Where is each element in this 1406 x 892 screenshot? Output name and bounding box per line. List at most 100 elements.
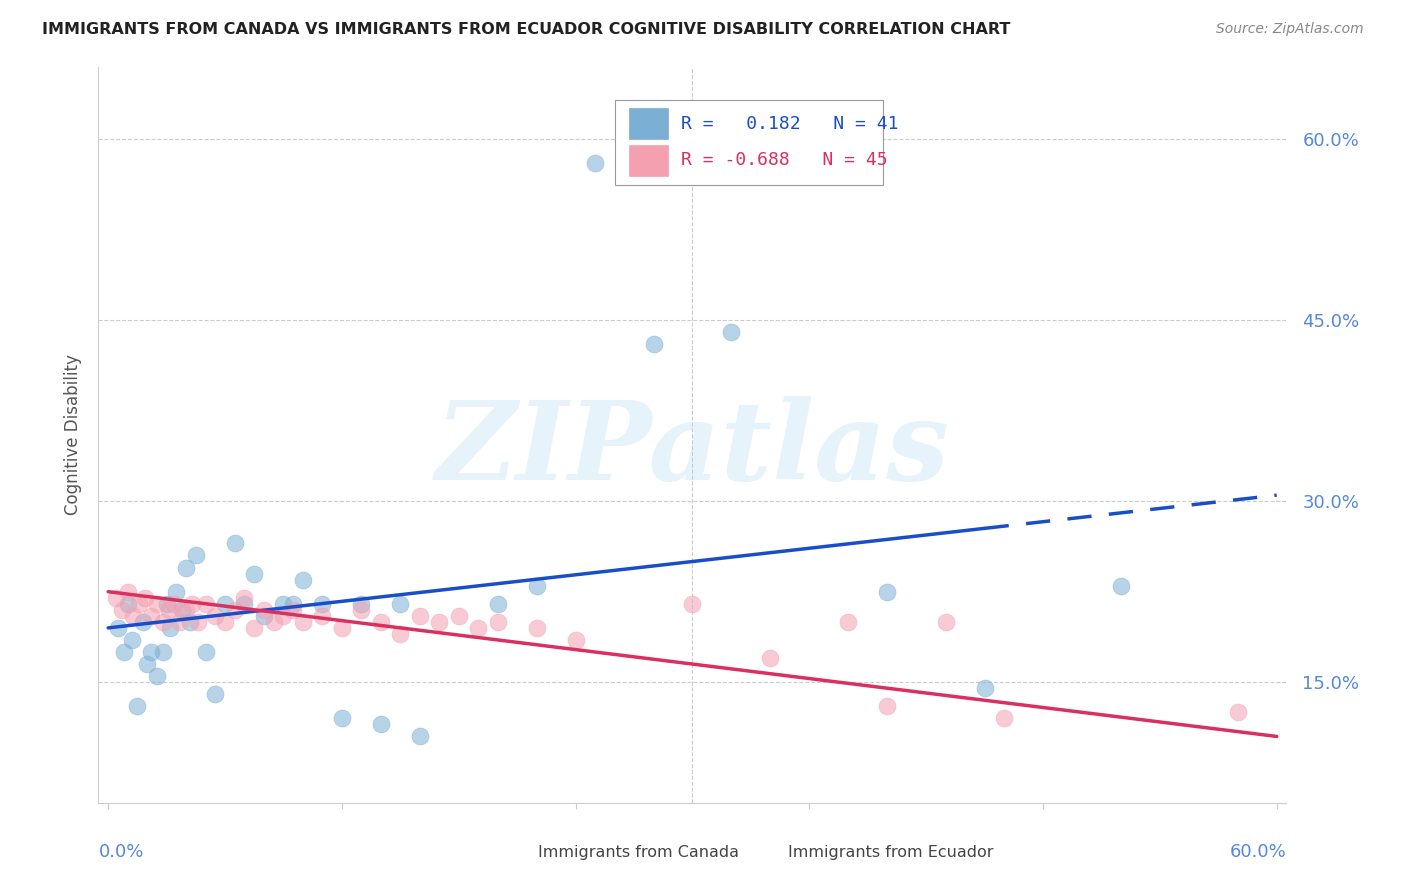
Point (876, 584, 898, 599)
Point (564, 632, 586, 647)
Point (720, 326, 742, 340)
Point (179, 615, 201, 629)
Point (973, 681, 995, 696)
Ellipse shape (759, 843, 780, 863)
FancyBboxPatch shape (630, 145, 668, 176)
Point (194, 645, 217, 659)
Point (122, 608, 145, 623)
Point (172, 603, 194, 617)
Point (204, 687, 226, 701)
Point (681, 597, 703, 611)
Point (128, 597, 150, 611)
Point (111, 603, 134, 617)
Point (163, 597, 186, 611)
Point (134, 591, 156, 605)
Point (243, 566, 266, 581)
Point (146, 669, 169, 683)
Point (486, 615, 509, 629)
Point (136, 657, 159, 671)
Point (876, 699, 898, 714)
FancyBboxPatch shape (630, 108, 668, 139)
Text: R = -0.688   N = 45: R = -0.688 N = 45 (681, 152, 887, 169)
Y-axis label: Cognitive Disability: Cognitive Disability (63, 354, 82, 516)
Point (330, 711, 353, 725)
Point (214, 597, 236, 611)
Point (224, 603, 246, 617)
Ellipse shape (509, 843, 531, 863)
Point (447, 608, 470, 623)
Point (935, 615, 957, 629)
Point (243, 621, 266, 635)
Point (184, 549, 207, 563)
Point (174, 560, 197, 574)
Point (993, 711, 1015, 725)
Point (759, 651, 782, 665)
Text: Source: ZipAtlas.com: Source: ZipAtlas.com (1216, 22, 1364, 37)
Point (409, 608, 432, 623)
Point (263, 615, 285, 629)
FancyBboxPatch shape (616, 100, 883, 185)
Point (117, 584, 139, 599)
Point (311, 597, 333, 611)
Point (157, 603, 180, 617)
Point (104, 591, 127, 605)
Point (389, 597, 412, 611)
Point (330, 621, 353, 635)
Text: Immigrants from Canada: Immigrants from Canada (538, 846, 740, 861)
Point (165, 584, 187, 599)
Point (643, 337, 665, 351)
Point (194, 597, 217, 611)
Point (389, 627, 412, 641)
Text: 0.0%: 0.0% (98, 843, 143, 862)
Point (139, 645, 162, 659)
Point (350, 603, 373, 617)
Point (253, 608, 276, 623)
Point (253, 603, 276, 617)
Point (233, 591, 256, 605)
Point (146, 597, 169, 611)
Point (283, 603, 305, 617)
Point (837, 615, 859, 629)
Point (291, 573, 314, 587)
Point (127, 699, 149, 714)
Point (1109, 579, 1132, 593)
Point (283, 597, 305, 611)
Point (350, 597, 373, 611)
Point (117, 597, 139, 611)
Point (233, 597, 256, 611)
Point (311, 608, 333, 623)
Point (427, 615, 450, 629)
Point (132, 615, 155, 629)
Text: IMMIGRANTS FROM CANADA VS IMMIGRANTS FROM ECUADOR COGNITIVE DISABILITY CORRELATI: IMMIGRANTS FROM CANADA VS IMMIGRANTS FRO… (42, 22, 1011, 37)
Point (583, 156, 606, 170)
Point (526, 621, 548, 635)
Point (121, 632, 143, 647)
Point (107, 621, 129, 635)
Point (486, 597, 509, 611)
Point (159, 621, 181, 635)
Point (370, 615, 392, 629)
Text: Immigrants from Ecuador: Immigrants from Ecuador (787, 846, 993, 861)
Point (214, 615, 236, 629)
Point (180, 597, 202, 611)
Text: 60.0%: 60.0% (1230, 843, 1286, 862)
Point (112, 645, 135, 659)
Point (174, 603, 197, 617)
Point (291, 615, 314, 629)
Point (139, 608, 162, 623)
Point (273, 608, 295, 623)
Point (169, 615, 191, 629)
Point (187, 615, 209, 629)
Point (152, 615, 174, 629)
Point (204, 608, 226, 623)
Point (1226, 706, 1249, 720)
Point (152, 645, 174, 659)
Text: ZIPatlas: ZIPatlas (436, 396, 949, 503)
Point (409, 730, 432, 744)
Point (467, 621, 489, 635)
Point (224, 536, 246, 550)
Point (273, 597, 295, 611)
Text: R =   0.182   N = 41: R = 0.182 N = 41 (681, 114, 898, 133)
Point (155, 597, 177, 611)
Point (370, 717, 392, 731)
